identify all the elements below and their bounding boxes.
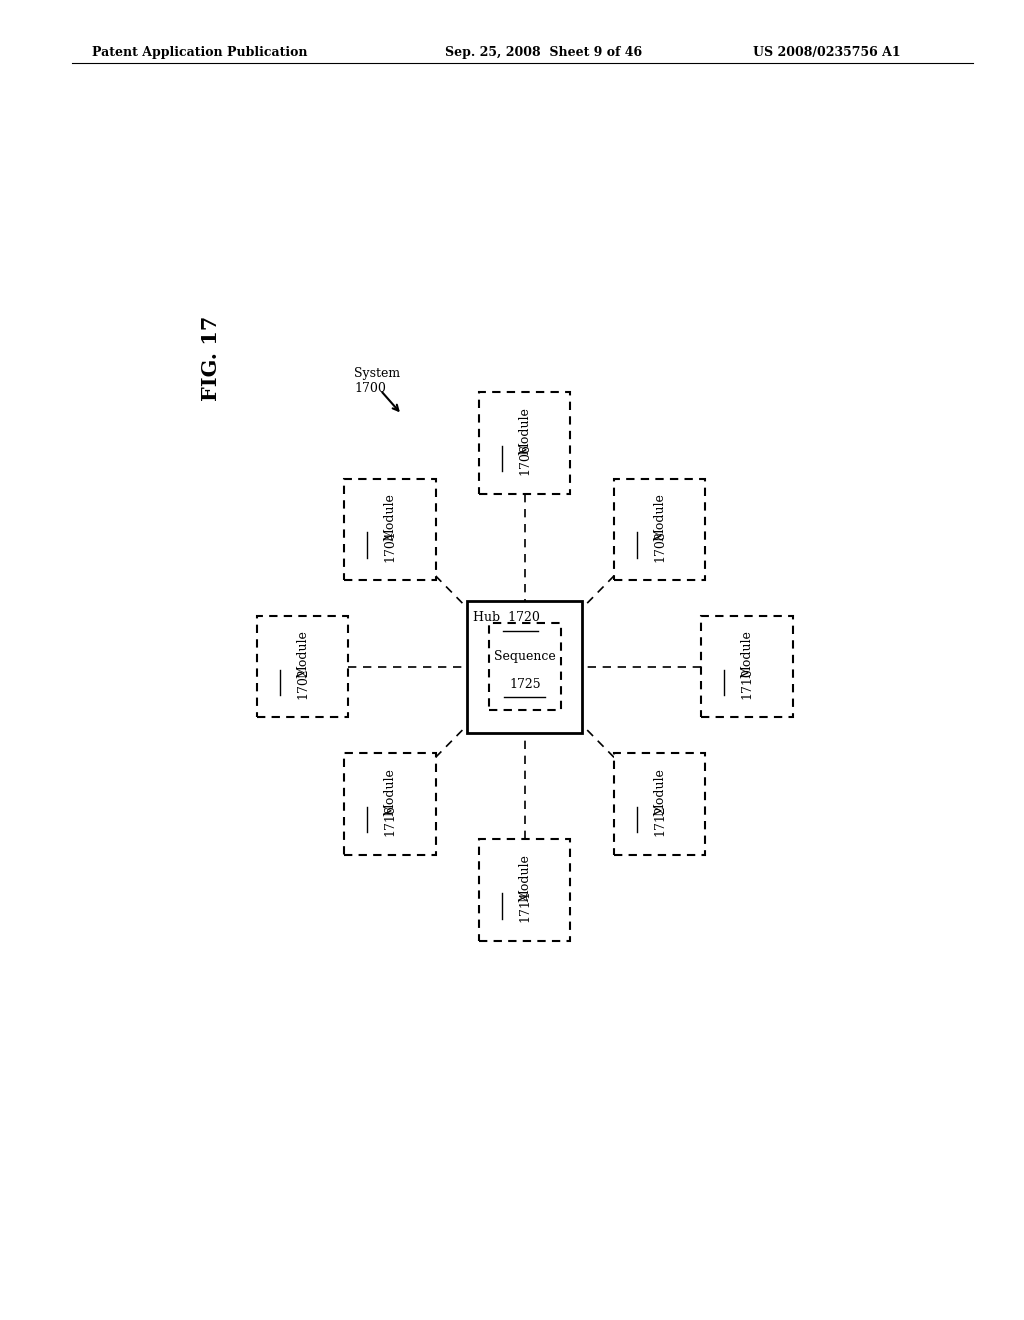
- Text: Module: Module: [518, 407, 531, 454]
- Text: 1704: 1704: [383, 529, 396, 561]
- Bar: [701, 615, 793, 718]
- Text: FIG. 17: FIG. 17: [201, 315, 221, 401]
- Bar: [479, 392, 570, 494]
- Text: Module: Module: [383, 494, 396, 541]
- Text: Module: Module: [383, 768, 396, 816]
- Text: Module: Module: [653, 768, 667, 816]
- Text: 1708: 1708: [653, 529, 667, 561]
- Text: Hub  1720: Hub 1720: [473, 611, 540, 623]
- Bar: [257, 615, 348, 718]
- Text: System
1700: System 1700: [354, 367, 400, 395]
- Text: US 2008/0235756 A1: US 2008/0235756 A1: [753, 46, 900, 59]
- Text: 1712: 1712: [653, 804, 667, 836]
- Bar: [467, 601, 583, 733]
- Text: Module: Module: [518, 854, 531, 902]
- Text: 1716: 1716: [383, 804, 396, 836]
- Text: Patent Application Publication: Patent Application Publication: [92, 46, 307, 59]
- Text: 1710: 1710: [740, 667, 754, 698]
- Text: Module: Module: [296, 631, 309, 678]
- Text: 1714: 1714: [518, 891, 531, 923]
- Text: Sequence: Sequence: [494, 649, 556, 663]
- Bar: [489, 623, 560, 710]
- Bar: [614, 752, 706, 854]
- Bar: [479, 840, 570, 941]
- Bar: [344, 752, 435, 854]
- Text: Module: Module: [740, 631, 754, 678]
- Bar: [614, 479, 706, 581]
- Text: Module: Module: [653, 494, 667, 541]
- Text: Sep. 25, 2008  Sheet 9 of 46: Sep. 25, 2008 Sheet 9 of 46: [445, 46, 643, 59]
- Text: 1706: 1706: [518, 444, 531, 475]
- Text: 1725: 1725: [509, 678, 541, 692]
- Bar: [344, 479, 435, 581]
- Text: 1702: 1702: [296, 667, 309, 698]
